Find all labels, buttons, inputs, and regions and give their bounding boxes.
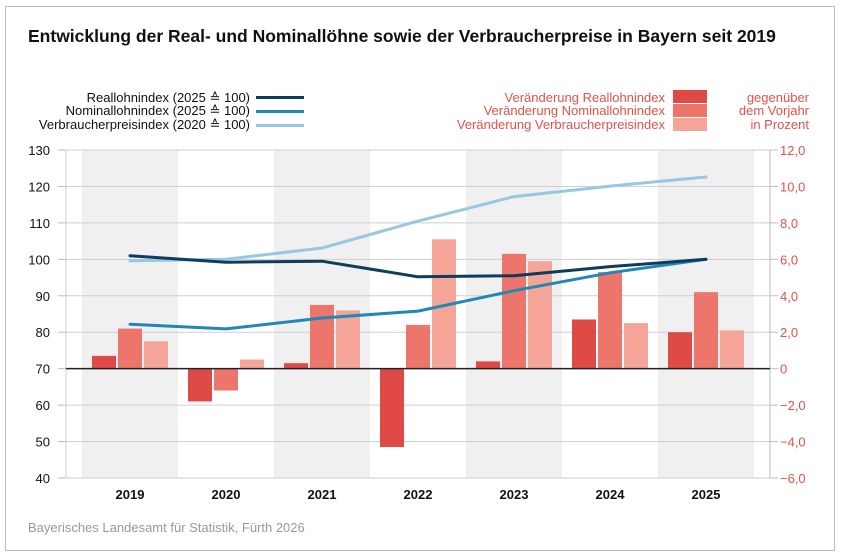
right-tick-label: 8,0 — [780, 216, 798, 231]
left-tick-label: 120 — [28, 179, 50, 194]
bar-nominal-change — [310, 304, 334, 369]
bar-real-change — [668, 332, 692, 369]
bar-nominal-change — [694, 292, 718, 369]
legend-note-line2: dem Vorjahr — [738, 103, 809, 118]
bar-nominal-change — [118, 328, 142, 369]
bar-nominal-change — [406, 324, 430, 369]
bar-cpi-change — [144, 341, 168, 369]
legend-label-real-index: Reallohnindex (2025 ≙ 100) — [86, 90, 250, 105]
bar-nominal-change — [214, 368, 238, 391]
legend-label-cpi: Verbraucherpreisindex (2020 ≙ 100) — [38, 117, 250, 132]
left-tick-label: 60 — [36, 398, 50, 413]
line-cpi — [128, 175, 708, 263]
left-tick-label: 100 — [28, 252, 50, 267]
x-tick-label: 2024 — [596, 487, 626, 502]
left-tick-label: 90 — [36, 289, 50, 304]
x-tick-label: 2020 — [212, 487, 241, 502]
left-tick-label: 50 — [36, 435, 50, 450]
year-band — [82, 150, 178, 478]
bar-real-change — [92, 355, 116, 369]
bar-cpi-change — [240, 359, 264, 369]
left-tick-label: 40 — [36, 471, 50, 486]
right-tick-label: −2,0 — [780, 398, 806, 413]
line-real-index — [128, 254, 708, 279]
x-tick-label: 2025 — [692, 487, 721, 502]
left-tick-label: 110 — [29, 216, 50, 231]
legend-line-real-index — [256, 96, 304, 99]
chart-frame — [5, 6, 835, 551]
x-tick-label: 2021 — [308, 487, 337, 502]
legend-swatch-cpi-change — [673, 118, 707, 131]
right-tick-label: 0 — [780, 362, 787, 377]
bar-real-change — [188, 368, 212, 402]
bar-cpi-change — [624, 323, 648, 369]
right-tick-label: 12,0 — [780, 143, 805, 158]
right-tick-label: 6,0 — [780, 252, 798, 267]
legend-label-nominal-change: Veränderung Nominallohnindex — [483, 103, 665, 118]
bar-real-change — [572, 319, 596, 369]
bar-cpi-change — [720, 330, 744, 369]
right-tick-label: −6,0 — [780, 471, 806, 486]
bar-real-change — [284, 363, 308, 369]
legend-note-line1: gegenüber — [746, 90, 809, 105]
left-tick-label: 70 — [36, 362, 50, 377]
left-tick-label: 80 — [36, 325, 50, 340]
legend-label-cpi-change: Veränderung Verbraucherpreisindex — [456, 117, 665, 132]
right-tick-label: 2,0 — [780, 325, 798, 340]
x-tick-label: 2019 — [116, 487, 145, 502]
left-tick-label: 130 — [28, 143, 50, 158]
right-tick-label: −4,0 — [780, 435, 806, 450]
bar-nominal-change — [598, 272, 622, 369]
legend-line-cpi — [256, 124, 304, 127]
x-tick-label: 2023 — [500, 487, 529, 502]
bar-nominal-change — [502, 253, 526, 369]
right-tick-label: 10,0 — [780, 179, 805, 194]
line-nominal-index — [128, 257, 708, 331]
legend-swatch-real-change — [673, 90, 707, 103]
legend-label-real-change: Veränderung Reallohnindex — [504, 90, 665, 105]
bar-cpi-change — [528, 261, 552, 369]
x-tick-label: 2022 — [404, 487, 433, 502]
right-tick-label: 4,0 — [780, 289, 798, 304]
legend-label-nominal-index: Nominallohnindex (2025 ≙ 100) — [65, 103, 250, 118]
bar-cpi-change — [336, 310, 360, 369]
bar-real-change — [380, 368, 404, 448]
bar-real-change — [476, 361, 500, 369]
chart-title: Entwicklung der Real- und Nominallöhne s… — [28, 26, 776, 46]
legend-note-line3: in Prozent — [750, 117, 809, 132]
source-note: Bayerisches Landesamt für Statistik, Für… — [28, 520, 305, 535]
legend-swatch-nominal-change — [673, 104, 707, 117]
legend-line-nominal-index — [256, 110, 304, 113]
